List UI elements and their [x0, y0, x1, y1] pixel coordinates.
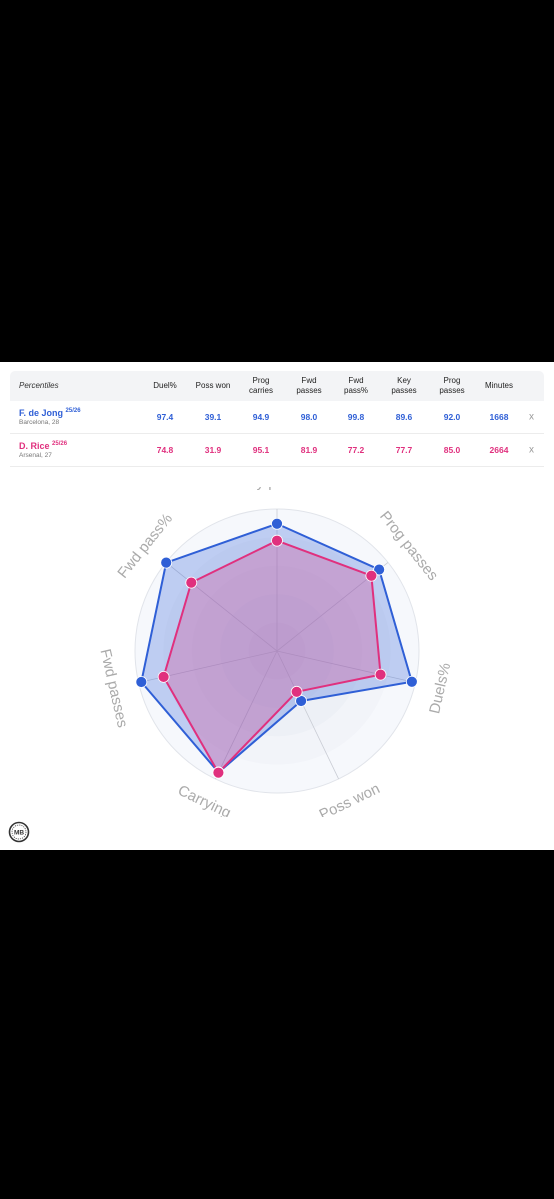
value-cell: 81.9	[300, 445, 318, 455]
axis-label: Fwd passes	[97, 647, 131, 729]
col-key-passes: Key passes	[391, 376, 417, 395]
value-cell: 89.6	[395, 412, 413, 422]
data-point[interactable]	[157, 670, 170, 683]
percentile-table: Percentiles Duel% Poss won Prog carries F…	[10, 371, 544, 467]
player-name[interactable]: D. Rice 25/26	[19, 441, 68, 451]
value-cell: 95.1	[252, 445, 270, 455]
mb-logo-icon: MB	[8, 821, 30, 843]
value-cell: 74.8	[156, 445, 174, 455]
player-club: Arsenal, 27	[19, 452, 52, 459]
radar-spoke	[165, 562, 278, 652]
col-poss-won: Poss won	[195, 381, 231, 390]
value-cell: 98.0	[300, 412, 318, 422]
value-cell: 77.2	[347, 445, 365, 455]
value-cell: 31.9	[204, 445, 222, 455]
player-club: Barcelona, 28	[19, 419, 60, 426]
col-duel-pct: Duel%	[153, 381, 177, 390]
col-prog-passes: Prog passes	[439, 376, 465, 395]
data-point[interactable]	[271, 517, 283, 530]
series-area-player-1	[140, 522, 413, 774]
col-minutes: Minutes	[484, 381, 514, 390]
value-cell: 99.8	[347, 412, 365, 422]
value-cell: 1668	[489, 412, 509, 422]
remove-player-button[interactable]: x	[529, 411, 534, 423]
axis-label: Duels%	[426, 661, 454, 715]
axis-label: Carrying	[175, 782, 233, 817]
data-point[interactable]	[185, 576, 198, 589]
data-point[interactable]	[212, 766, 225, 779]
logo-text: MB	[14, 829, 24, 836]
data-point[interactable]	[290, 685, 303, 698]
data-point[interactable]	[374, 668, 387, 681]
data-point[interactable]	[373, 563, 386, 576]
data-point[interactable]	[271, 534, 283, 547]
remove-player-button[interactable]: x	[529, 444, 534, 456]
value-cell: 97.4	[156, 412, 174, 422]
data-point[interactable]	[160, 556, 173, 569]
value-cell: 77.7	[395, 445, 413, 455]
data-point[interactable]	[135, 676, 148, 688]
col-fwd-pass-pct: Fwd pass%	[343, 376, 369, 395]
data-point[interactable]	[365, 569, 378, 582]
value-cell: 92.0	[443, 412, 461, 422]
value-cell: 85.0	[443, 445, 461, 455]
series-area-player-2	[162, 539, 382, 774]
value-cell: 2664	[489, 445, 509, 455]
radar-spoke	[276, 650, 339, 780]
radar-spoke	[215, 650, 278, 780]
axis-label: Poss won	[317, 780, 383, 817]
data-point[interactable]	[405, 675, 418, 688]
radar-spoke	[276, 650, 416, 683]
player-name[interactable]: F. de Jong 25/26	[19, 408, 81, 418]
table-row: F. de Jong 25/26 Barcelona, 28 97.4 39.1…	[10, 401, 544, 434]
axis-label: Key passes	[238, 487, 316, 491]
comparison-card: Percentiles Duel% Poss won Prog carries F…	[0, 362, 554, 850]
col-prog-carries: Prog carries	[248, 376, 274, 395]
col-fwd-passes: Fwd passes	[296, 376, 322, 395]
value-cell: 39.1	[204, 412, 222, 422]
table-header: Percentiles Duel% Poss won Prog carries F…	[10, 371, 544, 401]
table-row: D. Rice 25/26 Arsenal, 27 74.8 31.9 95.1…	[10, 434, 544, 467]
value-cell: 94.9	[252, 412, 270, 422]
percentiles-label: Percentiles	[19, 381, 59, 390]
